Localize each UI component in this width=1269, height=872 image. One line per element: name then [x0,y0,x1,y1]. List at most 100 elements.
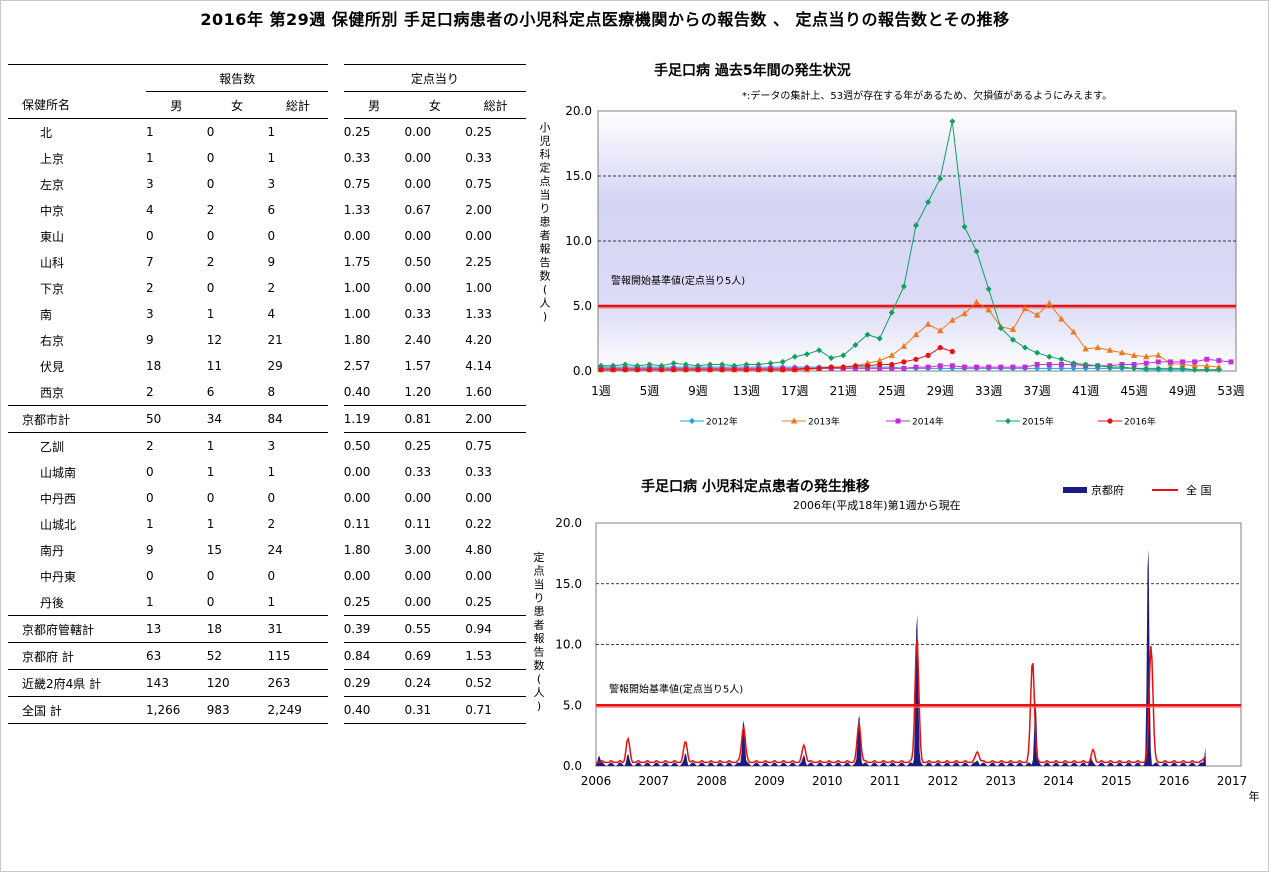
gap-cell [328,197,343,223]
table-row: 乙訓 2 1 3 0.50 0.25 0.75 [8,432,526,459]
row-per-female: 0.00 [404,569,432,583]
row-female: 0 [206,491,215,505]
row-female: 12 [206,333,223,347]
row-name: 中丹東 [40,569,77,584]
row-female: 2 [206,203,215,217]
row-name: 京都市計 [8,405,147,433]
row-male: 0 [146,491,154,505]
row-total: 2 [267,281,276,295]
gap-cell [328,670,343,697]
row-male: 2 [146,281,154,295]
row-per-male: 1.00 [343,281,371,295]
row-total: 6 [267,203,276,217]
table-row: 南 3 1 4 1.00 0.33 1.33 [8,301,526,327]
row-per-female: 0.55 [404,615,466,643]
row-per-total: 1.53 [465,642,526,670]
row-per-total: 0.52 [465,669,526,697]
col-per-male-header: 男 [343,91,405,119]
table-body: 北 1 0 1 0.25 0.00 0.25 上京 1 0 1 0.33 0.00 0.33 左京 3 0 3 0.… [8,118,526,724]
row-male: 2 [146,432,207,459]
row-name: 南 [40,307,53,322]
row-female: 0 [206,118,268,145]
row-male: 50 [146,405,207,433]
table-row: 上京 1 0 1 0.33 0.00 0.33 [8,145,526,171]
row-total: 8 [267,385,276,399]
row-name: 右京 [40,333,65,348]
row-female: 18 [206,615,268,643]
table-row: 北 1 0 1 0.25 0.00 0.25 [8,118,526,145]
row-name: 丹後 [40,595,65,610]
row-female: 52 [206,642,268,670]
row-name: 近畿2府4県 計 [8,669,147,697]
row-male: 1 [146,595,154,609]
gap-cell [328,459,343,485]
gap-cell [328,327,343,353]
row-female: 11 [206,359,223,373]
row-male: 2 [146,385,154,399]
row-name: 伏見 [40,359,65,374]
row-total: 0 [267,569,276,583]
row-per-female: 0.00 [404,151,432,165]
row-per-total: 1.33 [465,307,492,321]
row-per-female: 2.40 [404,333,432,347]
row-per-male: 2.57 [343,359,371,373]
row-per-female: 0.67 [404,203,432,217]
row-per-female: 0.00 [404,491,432,505]
gap-cell [328,275,343,301]
gap-cell [328,406,343,433]
gap-cell [328,249,343,275]
table-row: 中京 4 2 6 1.33 0.67 2.00 [8,197,526,223]
gap-cell [328,145,343,171]
chart2-title: 手足口病 小児科定点患者の発生推移 [641,479,870,495]
row-per-male: 0.00 [343,229,371,243]
table-row: 丹後 1 0 1 0.25 0.00 0.25 [8,589,526,616]
table-row: 中丹東 0 0 0 0.00 0.00 0.00 [8,563,526,589]
gap-cell [328,537,343,563]
table-row: 山城北 1 1 2 0.11 0.11 0.22 [8,511,526,537]
table-row: 近畿2府4県 計 143 120 263 0.29 0.24 0.52 [8,669,526,697]
row-name: 左京 [40,177,65,192]
row-female: 0 [206,151,215,165]
row-per-male: 0.75 [343,177,371,191]
report-table: 報告数 定点当り 保健所名 男 女 総計 男 女 総計 北 1 0 1 0.25 0.00… [8,64,526,724]
group-per-site-header: 定点当り [343,64,526,92]
row-male: 3 [146,177,154,191]
row-total: 24 [267,543,283,557]
row-male: 1,266 [146,696,207,724]
row-per-female: 0.81 [404,405,466,433]
table-row: 西京 2 6 8 0.40 1.20 1.60 [8,379,526,406]
row-total: 1 [267,151,276,165]
row-male: 1 [146,118,207,145]
table-row: 山科 7 2 9 1.75 0.50 2.25 [8,249,526,275]
page-title: 2016年 第29週 保健所別 手足口病患者の小児科定点医療機関からの報告数 、… [200,10,1010,29]
row-per-total: 0.00 [465,569,492,583]
gap-cell [328,511,343,537]
row-name: 下京 [40,281,65,296]
row-per-total: 4.80 [465,543,492,557]
row-name: 山城南 [40,465,77,480]
row-name: 京都府管轄計 [8,615,147,643]
row-total: 2 [267,517,276,531]
gap-cell [328,301,343,327]
row-per-total: 0.33 [465,465,492,479]
row-total: 0 [267,229,276,243]
row-per-total: 0.33 [465,151,492,165]
row-female: 6 [206,385,215,399]
table-row: 山城南 0 1 1 0.00 0.33 0.33 [8,459,526,485]
table-row: 全国 計 1,266 983 2,249 0.40 0.31 0.71 [8,696,526,724]
row-total: 3 [267,432,329,459]
row-name: 中丹西 [40,491,77,506]
table-group-header: 報告数 定点当り [8,64,526,92]
row-male: 0 [146,569,154,583]
row-per-male: 0.40 [343,385,371,399]
chart2-subtitle: 2006年(平成18年)第1週から現在 [793,499,961,512]
row-total: 31 [267,615,329,643]
gap-cell [328,563,343,589]
row-per-total: 1.60 [465,385,492,399]
row-total: 29 [267,359,283,373]
row-total: 115 [267,642,329,670]
row-name: 中京 [40,203,65,218]
row-per-female: 0.31 [404,696,466,724]
row-per-total: 4.14 [465,359,492,373]
row-per-total: 0.22 [465,517,492,531]
